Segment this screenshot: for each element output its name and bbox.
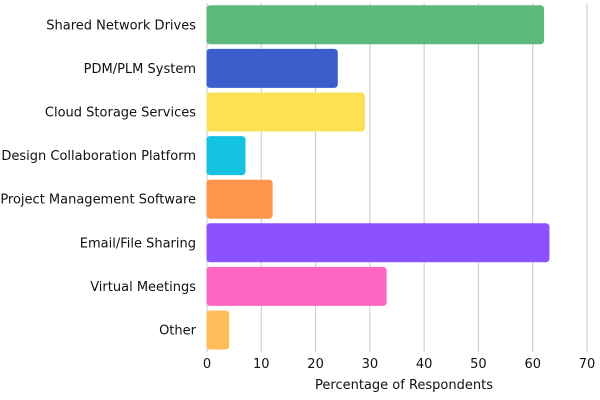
category-labels: Shared Network Drives PDM/PLM System Cloud… bbox=[0, 18, 196, 338]
bar bbox=[206, 92, 365, 132]
category-label: Virtual Meetings bbox=[90, 280, 196, 295]
category-label: Project Management Software bbox=[0, 193, 196, 208]
x-tick-label: 30 bbox=[362, 357, 379, 372]
bar bbox=[206, 136, 246, 176]
x-axis-title: Percentage of Respondents bbox=[315, 378, 493, 393]
category-label: PDM/PLM System bbox=[84, 62, 196, 77]
x-tick-label: 10 bbox=[253, 357, 270, 372]
category-label: Design Collaboration Platform bbox=[1, 149, 196, 164]
x-tick-label: 70 bbox=[579, 357, 596, 372]
bar bbox=[206, 5, 545, 45]
bar bbox=[206, 179, 273, 219]
bar bbox=[206, 48, 338, 88]
x-tick-label: 20 bbox=[307, 357, 324, 372]
category-label: Other bbox=[159, 324, 197, 339]
bar bbox=[206, 310, 230, 350]
category-label: Shared Network Drives bbox=[46, 18, 196, 33]
category-label: Email/File Sharing bbox=[80, 236, 196, 251]
bars bbox=[206, 5, 550, 350]
bar bbox=[206, 266, 387, 306]
x-tick-label: 50 bbox=[470, 357, 487, 372]
bar bbox=[206, 223, 550, 263]
category-label: Cloud Storage Services bbox=[45, 106, 196, 121]
x-tick-label: 60 bbox=[524, 357, 541, 372]
x-tick-label: 40 bbox=[416, 357, 433, 372]
x-tick-label: 0 bbox=[203, 357, 211, 372]
x-tick-labels: 0 10 20 30 40 50 60 70 bbox=[203, 357, 595, 372]
